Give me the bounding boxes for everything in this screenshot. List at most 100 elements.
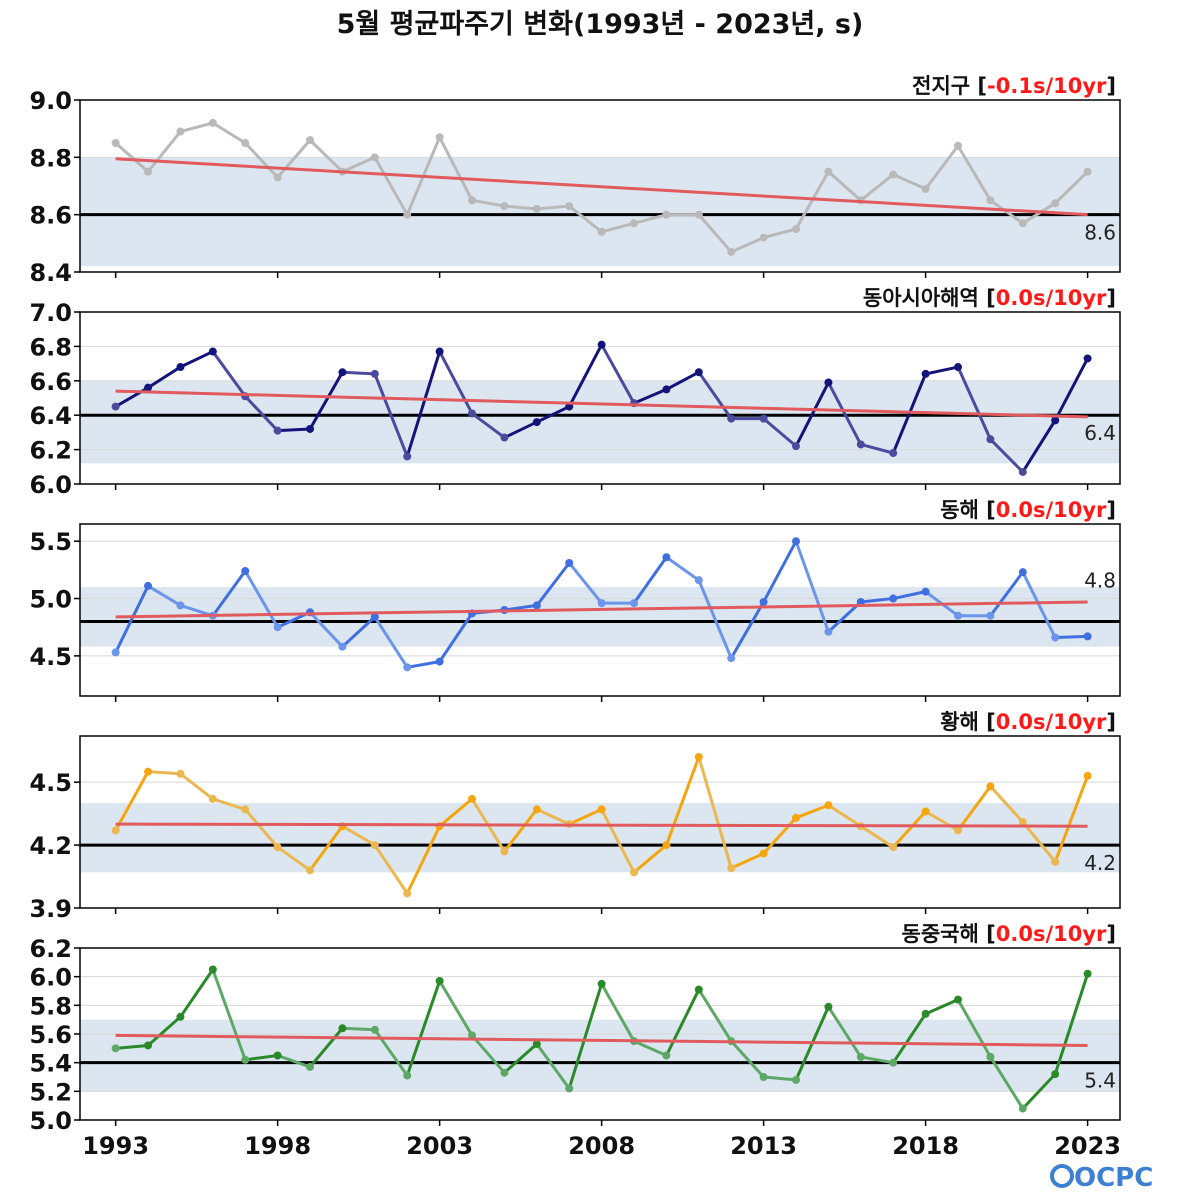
series-segment <box>243 394 280 433</box>
data-point <box>111 139 120 147</box>
panel-0: 8.4 8.6 8.8 9.0 전지구 [-0.1s/10yr] 8.6 <box>29 74 1121 287</box>
series-segment <box>178 968 215 1019</box>
series-segment <box>762 816 798 855</box>
region-name: 동아시아해역 <box>863 286 979 310</box>
ocpc-logo: OCPC <box>1050 1163 1153 1193</box>
climatology-label: 5.4 <box>1084 1069 1116 1093</box>
data-point <box>1051 416 1060 425</box>
data-point <box>403 1071 412 1080</box>
trend-line <box>115 822 1088 828</box>
data-point <box>111 1044 120 1053</box>
data-point <box>500 1068 509 1077</box>
data-point <box>1051 1070 1060 1079</box>
y-tick-label: 8.4 <box>29 259 72 287</box>
data-point <box>1083 167 1092 176</box>
series-segment <box>1053 774 1090 864</box>
series-segment <box>502 1042 539 1075</box>
series-segment <box>211 121 247 145</box>
series-segment <box>146 584 182 607</box>
series-segment <box>438 135 474 202</box>
region-name: 황해 <box>940 710 979 734</box>
series-segment <box>697 578 733 660</box>
series-segment <box>178 772 215 801</box>
x-tick-label: 2003 <box>406 1132 473 1160</box>
data-point <box>273 426 282 435</box>
data-point <box>306 866 315 875</box>
data-point <box>759 233 768 242</box>
series-segment <box>308 370 344 431</box>
series-segment <box>891 590 928 601</box>
data-point <box>597 340 606 349</box>
y-tick-label: 8.6 <box>29 202 72 230</box>
region-name: 전지구 <box>912 74 970 98</box>
series-line <box>111 340 1092 476</box>
series-segment <box>502 204 539 211</box>
series-segment <box>567 982 604 1090</box>
data-point <box>1051 857 1060 866</box>
series-segment <box>632 213 668 225</box>
data-point <box>1018 568 1027 577</box>
data-point <box>856 440 865 449</box>
series-segment <box>1053 170 1090 205</box>
climatology-label: 8.6 <box>1084 221 1116 245</box>
data-point <box>370 612 379 621</box>
data-point <box>338 1024 347 1033</box>
panel-title: 동아시아해역 [0.0s/10yr] <box>863 286 1116 310</box>
data-point <box>792 225 801 233</box>
data-point <box>921 1009 930 1018</box>
y-tick-label: 6.0 <box>29 471 72 499</box>
data-point <box>597 599 606 608</box>
y-tick-label: 5.0 <box>29 1107 72 1135</box>
x-axis: 1993 1998 2003 2008 2013 2018 2023 <box>82 1132 1121 1160</box>
series-segment <box>114 141 150 174</box>
data-point <box>1051 199 1060 208</box>
data-point <box>727 654 736 663</box>
std-band <box>80 157 1120 267</box>
data-point <box>468 794 477 803</box>
data-point <box>338 642 347 651</box>
data-point <box>759 597 768 606</box>
series-segment <box>146 1015 182 1047</box>
data-point <box>273 843 282 852</box>
plot-frame <box>79 735 1121 909</box>
series-segment <box>405 824 442 895</box>
trend-value: -0.1s/10yr <box>987 74 1107 98</box>
data-point <box>986 1052 995 1061</box>
series-segment <box>956 365 992 441</box>
data-point <box>694 576 703 585</box>
series-segment <box>438 611 474 664</box>
series-segment <box>632 843 668 874</box>
data-point <box>662 553 671 562</box>
series-segment <box>1021 1072 1057 1111</box>
data-point <box>241 567 250 576</box>
y-tick-label: 9.0 <box>29 87 72 115</box>
data-point <box>241 139 250 147</box>
data-point <box>662 210 671 219</box>
trend-line <box>115 600 1088 619</box>
data-point <box>727 864 736 873</box>
data-point <box>144 1041 153 1050</box>
trend-value: 0.0s/10yr <box>996 710 1107 734</box>
data-point <box>403 452 412 461</box>
data-point <box>144 383 153 392</box>
series-segment <box>762 417 798 448</box>
data-point <box>565 558 574 567</box>
data-point <box>370 153 379 162</box>
series-segment <box>891 810 928 849</box>
series-segment <box>405 350 442 458</box>
y-tick-label: 4.2 <box>29 832 72 860</box>
y-tick-label: 4.5 <box>29 643 72 671</box>
data-point <box>468 409 477 418</box>
y-tick-label: 6.8 <box>29 333 72 361</box>
y-tick-label: 5.4 <box>29 1050 72 1078</box>
plot-frame <box>79 311 1121 485</box>
series-segment <box>211 797 247 811</box>
data-point <box>500 202 509 211</box>
y-tick-label: 6.2 <box>29 437 72 465</box>
data-point <box>889 843 898 852</box>
data-point <box>630 219 639 228</box>
series-segment <box>762 227 798 240</box>
series-segment <box>859 1055 895 1065</box>
y-tick-label: 6.0 <box>29 964 72 992</box>
